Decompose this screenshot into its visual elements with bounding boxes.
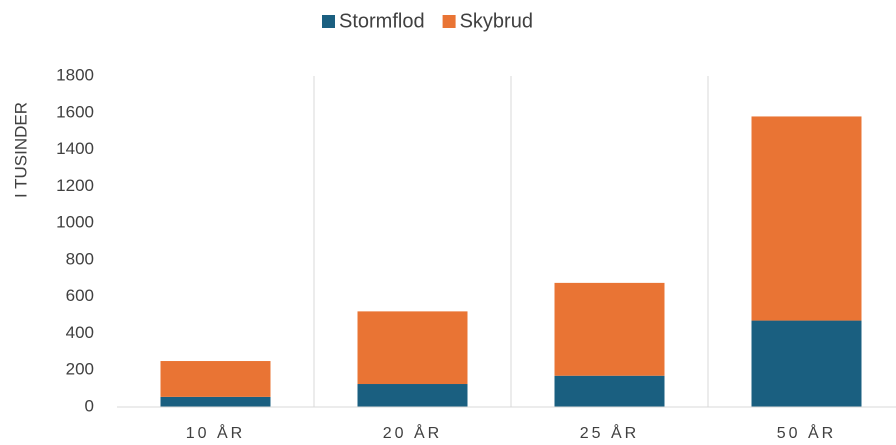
y-tick-label: 600 (66, 286, 94, 305)
legend-label: Stormflod (339, 10, 425, 32)
x-tick-label: 20 ÅR (383, 423, 442, 442)
y-tick-label: 1000 (56, 213, 94, 232)
legend-swatch (322, 15, 335, 28)
bar-segment (751, 116, 862, 321)
bar-segment (357, 384, 468, 407)
legend-swatch (442, 15, 456, 28)
bar-segment (160, 361, 271, 397)
y-tick-label: 400 (66, 323, 94, 342)
y-tick-label: 1600 (56, 102, 94, 121)
legend-label: Skybrud (460, 10, 533, 32)
y-tick-label: 800 (66, 249, 94, 268)
y-tick-label: 1200 (56, 176, 94, 195)
y-tick-label: 200 (66, 360, 94, 379)
bar-segment (160, 396, 271, 407)
bar-segment (554, 282, 665, 376)
bar-segment (554, 375, 665, 407)
y-tick-label: 1800 (56, 65, 94, 84)
bar-segment (357, 311, 468, 385)
x-tick-label: 25 ÅR (580, 423, 639, 442)
y-axis-label: I TUSINDER (11, 102, 30, 198)
y-tick-label: 1400 (56, 139, 94, 158)
x-tick-label: 50 ÅR (777, 423, 836, 442)
x-tick-label: 10 ÅR (186, 423, 245, 442)
bar-segment (751, 320, 862, 407)
y-tick-label: 0 (85, 396, 94, 415)
